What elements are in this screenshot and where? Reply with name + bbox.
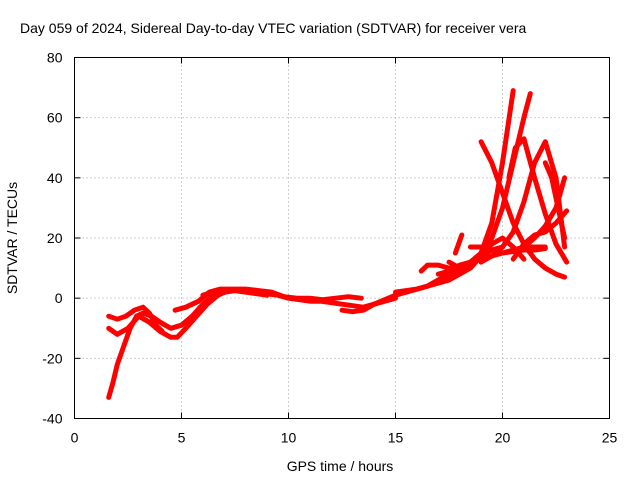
- y-tick-label: 0: [55, 290, 63, 306]
- x-tick-labels: 0 5 10 15 20 25: [71, 430, 618, 446]
- x-axis-label: GPS time / hours: [287, 458, 394, 474]
- chart-title: Day 059 of 2024, Sidereal Day-to-day VTE…: [20, 20, 526, 36]
- series-line-arc-3: [106, 304, 165, 334]
- x-tick-label: 15: [388, 430, 404, 446]
- y-tick-label: 60: [47, 110, 63, 126]
- series-line-arc-9: [446, 91, 533, 271]
- x-tick-label: 25: [602, 430, 618, 446]
- x-tick-label: 0: [71, 430, 79, 446]
- x-tick-label: 20: [495, 430, 511, 446]
- series-line-arc-18: [467, 244, 548, 256]
- series-line-arc-17: [542, 160, 568, 241]
- y-tick-label: 40: [47, 170, 63, 186]
- y-axis-label: SDTVAR / TECUs: [4, 182, 20, 294]
- y-tick-labels: -40 -20 0 20 40 60 80: [42, 50, 62, 427]
- y-tick-label: 80: [47, 50, 63, 66]
- y-tick-label: -40: [42, 411, 62, 427]
- series-line-arc-20: [403, 268, 463, 295]
- series-group: [106, 88, 570, 400]
- x-tick-label: 10: [281, 430, 297, 446]
- series-line-arc-14: [506, 136, 570, 265]
- y-tick-label: -20: [42, 350, 62, 366]
- series-line-arc-5: [200, 288, 398, 310]
- series-line-arc-19: [435, 244, 505, 277]
- x-tick-label: 5: [178, 430, 186, 446]
- series-line-arc-10: [452, 232, 465, 256]
- y-tick-label: 20: [47, 230, 63, 246]
- axis-ticks: [74, 57, 610, 419]
- series-line-arc-16: [521, 175, 568, 250]
